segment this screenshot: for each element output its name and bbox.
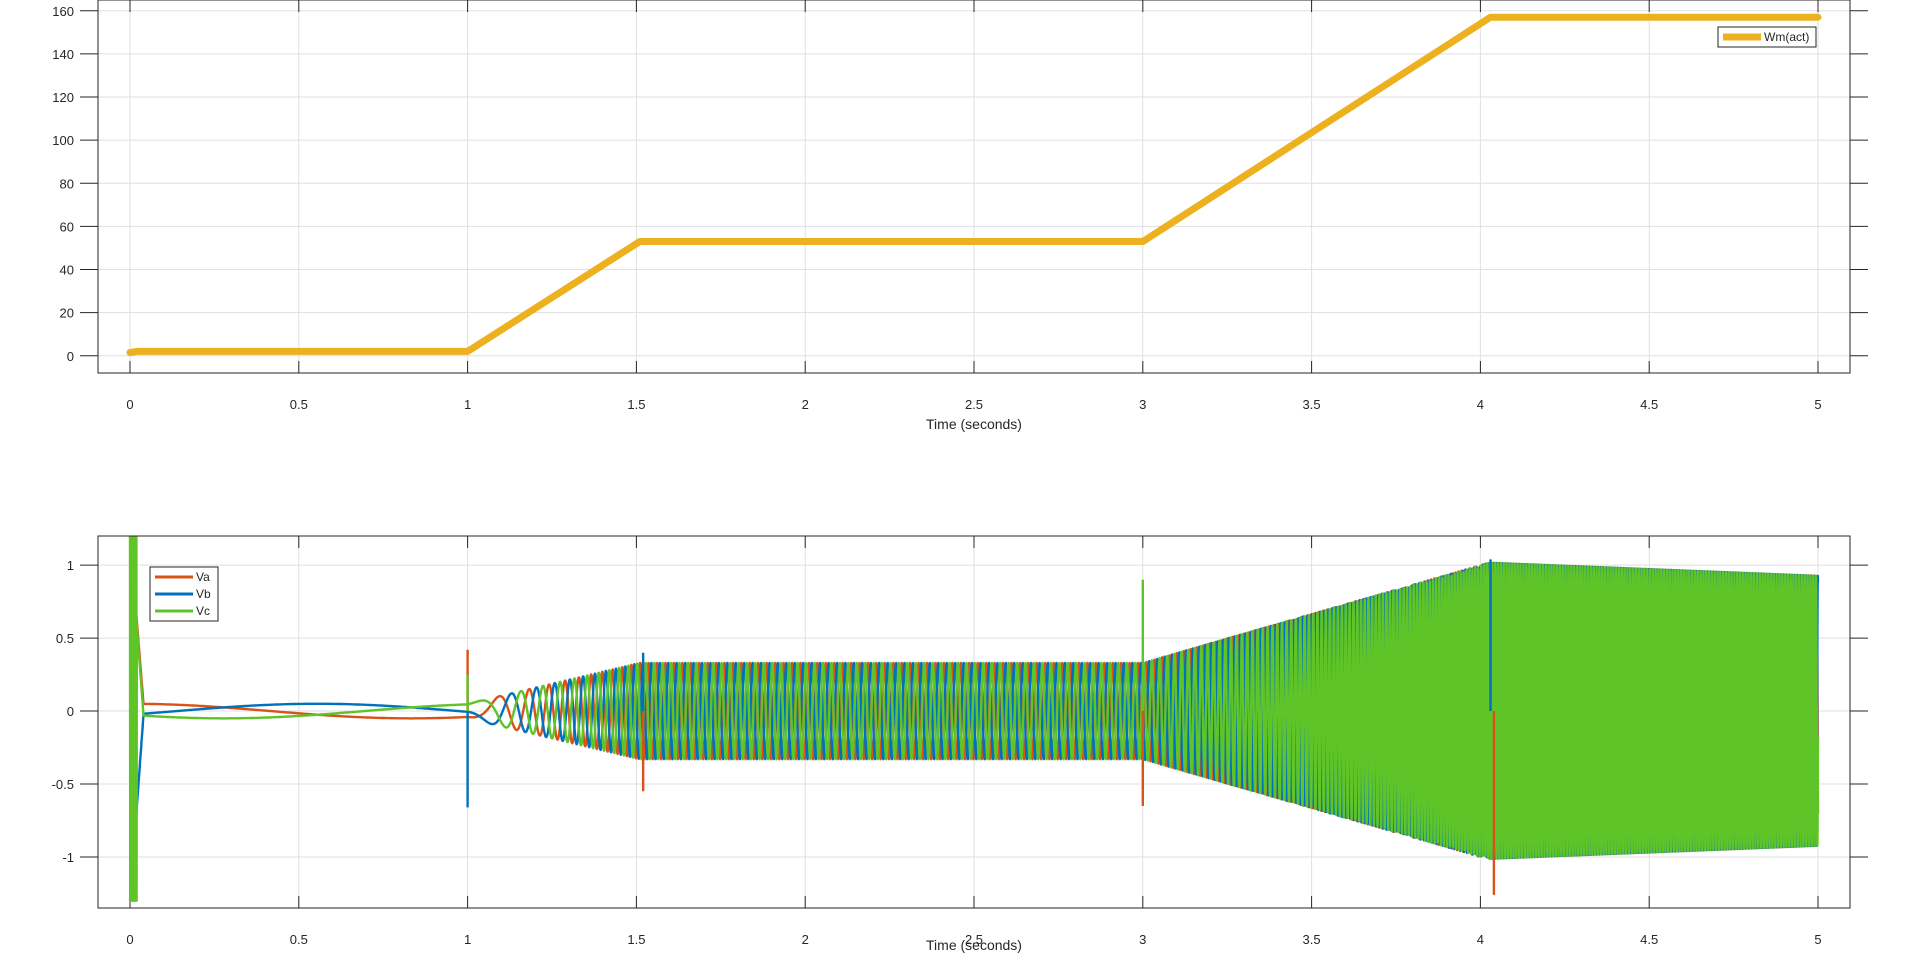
- y-tick-label: 60: [60, 219, 74, 234]
- legend-label: Vc: [196, 604, 210, 618]
- y-tick-label: 120: [52, 90, 74, 105]
- x-tick-label: 1: [464, 397, 471, 412]
- voltage-legend: Va Vb Vc: [149, 566, 219, 622]
- voltage-x-axis-label: Time (seconds): [926, 937, 1022, 953]
- y-tick-label: 160: [52, 4, 74, 19]
- x-tick-label: 1.5: [627, 932, 645, 947]
- legend-label: Va: [196, 570, 210, 584]
- y-tick-label: 100: [52, 133, 74, 148]
- speed-axes-box: [97, 0, 1851, 374]
- x-tick-label: 1.5: [627, 397, 645, 412]
- x-tick-label: 0.5: [290, 397, 308, 412]
- legend-box: [1717, 26, 1817, 48]
- speed-x-axis-label: Time (seconds): [926, 416, 1022, 432]
- x-tick-label: 3: [1139, 932, 1146, 947]
- legend-label: Vb: [196, 587, 211, 601]
- y-tick-label: 40: [60, 263, 74, 278]
- x-tick-label: 0: [126, 397, 133, 412]
- series-line-vc: [128, 536, 1820, 902]
- voltage-lines: [128, 536, 1820, 902]
- series-line-wm-act-: [126, 13, 1822, 356]
- x-tick-label: 2.5: [965, 932, 983, 947]
- y-tick-label: 20: [60, 306, 74, 321]
- speed-lines: [126, 13, 1822, 356]
- y-tick-label: 140: [52, 47, 74, 62]
- x-tick-label: 4.5: [1640, 932, 1658, 947]
- y-tick-label: -0.5: [52, 777, 74, 792]
- y-tick-label: 1: [67, 558, 74, 573]
- x-tick-label: 2.5: [965, 397, 983, 412]
- x-tick-label: 2: [802, 397, 809, 412]
- x-tick-label: 2: [802, 932, 809, 947]
- y-tick-label: 0: [67, 704, 74, 719]
- x-tick-label: 4.5: [1640, 397, 1658, 412]
- y-tick-label: 80: [60, 176, 74, 191]
- x-tick-label: 0.5: [290, 932, 308, 947]
- speed-grid: [98, 0, 1850, 373]
- speed-legend: Wm(act): [1717, 26, 1817, 48]
- x-tick-label: 4: [1477, 397, 1484, 412]
- x-tick-label: 4: [1477, 932, 1484, 947]
- x-tick-label: 5: [1814, 397, 1821, 412]
- y-tick-label: 0.5: [56, 631, 74, 646]
- x-tick-label: 3.5: [1303, 932, 1321, 947]
- x-tick-label: 0: [126, 932, 133, 947]
- speed-axes: 0 0.5 1 1.5 2 2.5 3 3.5 4 4.5 5 0 20 40 60 80 100 120 140 1…: [52, 0, 1868, 432]
- y-tick-label: 0: [67, 349, 74, 364]
- legend-label: Wm(act): [1764, 30, 1809, 44]
- x-tick-label: 3: [1139, 397, 1146, 412]
- voltage-ticks: 0 0.5 1 1.5 2 2.5 3 3.5 4 4.5 5 1 0.5 0 -0.5 -1: [52, 536, 1868, 947]
- voltage-axes: 0 0.5 1 1.5 2 2.5 3 3.5 4 4.5 5 1 0.5 0 -0.5 -1 Time (s…: [52, 535, 1868, 953]
- x-tick-label: 1: [464, 932, 471, 947]
- y-tick-label: -1: [62, 850, 74, 865]
- x-tick-label: 3.5: [1303, 397, 1321, 412]
- speed-ticks: 0 0.5 1 1.5 2 2.5 3 3.5 4 4.5 5 0 20 40 60 80 100 120 140 1…: [52, 0, 1868, 412]
- x-tick-label: 5: [1814, 932, 1821, 947]
- voltage-axes-box: [97, 535, 1851, 909]
